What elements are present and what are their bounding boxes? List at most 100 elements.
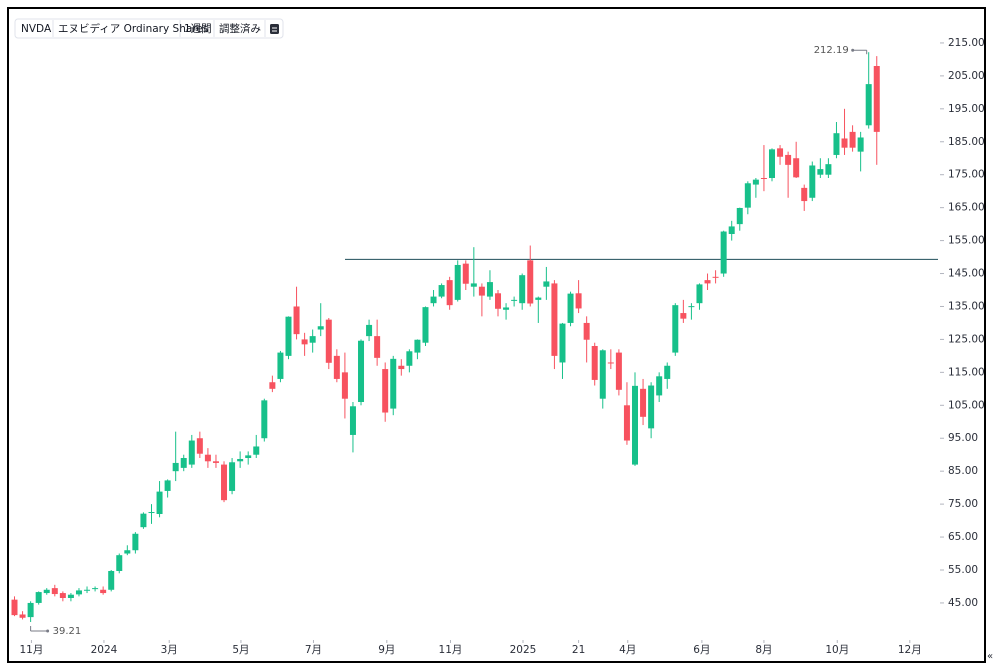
candle-body [172, 462, 179, 472]
candle-body [801, 187, 808, 202]
candle-body [446, 280, 453, 306]
frame [7, 7, 986, 663]
candle-body [19, 614, 26, 618]
candle-body [454, 264, 461, 300]
candle-body [333, 355, 340, 379]
y-tick-label: 165.00 [948, 202, 985, 214]
candle-body [841, 138, 848, 148]
candle-body [688, 306, 695, 308]
candle-body [438, 285, 445, 297]
y-tick-label: 125.00 [948, 333, 985, 345]
candle-body [253, 446, 260, 455]
candle-body [156, 491, 163, 514]
candle-body [527, 260, 534, 304]
candle-body [857, 137, 864, 152]
candle-body [301, 339, 308, 345]
x-tick-label: 3月 [161, 644, 178, 656]
interval-button[interactable]: 1週間 [184, 23, 212, 35]
candle-body [704, 280, 711, 284]
candle-body [583, 322, 590, 340]
adjustment-button[interactable]: 調整済み [219, 22, 261, 35]
candle-body [293, 306, 300, 335]
candle-body [478, 286, 485, 296]
candle-body [67, 594, 74, 598]
y-tick-label: 195.00 [948, 103, 985, 115]
candle-body [817, 169, 824, 175]
y-tick-label: 155.00 [948, 235, 985, 247]
max-pointer-dot [851, 48, 855, 52]
y-tick-label: 135.00 [948, 300, 985, 312]
x-tick-label: 12月 [898, 644, 922, 656]
header: NVDA エヌビディア Ordinary Shares 1週間 調整済み [14, 18, 284, 39]
candle-body [567, 293, 574, 323]
x-tick-label: 2025 [510, 644, 537, 656]
candle-body [341, 372, 348, 399]
min-label: 39.21 [53, 626, 82, 637]
candle-body [519, 275, 526, 304]
max-label: 212.19 [814, 45, 849, 56]
candle-body [196, 438, 203, 454]
candle-body [358, 340, 365, 402]
candle-body [237, 458, 244, 462]
candle-body [575, 293, 582, 309]
candle-body [124, 550, 131, 554]
candle-body [204, 454, 211, 462]
candle-body [640, 388, 647, 417]
y-tick-label: 55.00 [948, 564, 978, 576]
y-tick-label: 75.00 [948, 498, 978, 510]
candle-body [559, 323, 566, 363]
candle-body [269, 382, 276, 389]
candle-body [470, 283, 477, 287]
x-tick-label: 11月 [19, 644, 43, 656]
candle-body [406, 351, 413, 366]
candle-body [785, 154, 792, 165]
y-tick-label: 85.00 [948, 465, 978, 477]
candle-body [27, 602, 34, 618]
instrument-name[interactable]: エヌビディア Ordinary Shares [58, 22, 208, 35]
candle-body [349, 406, 356, 435]
candle-body [768, 149, 775, 178]
notes-icon[interactable] [270, 24, 279, 34]
candle-body [664, 365, 671, 379]
candle-body [825, 164, 832, 175]
candle-body [551, 283, 558, 356]
candle-body [648, 385, 655, 429]
candle-body [84, 589, 91, 591]
candle-body [11, 599, 18, 616]
candle-body [591, 346, 598, 380]
y-tick-label: 95.00 [948, 432, 978, 444]
candle-body [752, 179, 759, 185]
candle-body [51, 588, 58, 595]
candle-body [325, 319, 332, 363]
candle-body [430, 296, 437, 304]
candle-body [366, 324, 373, 337]
candle-body [760, 178, 767, 179]
symbol[interactable]: NVDA [21, 23, 52, 35]
y-tick-label: 45.00 [948, 597, 978, 609]
candle-body [607, 362, 614, 364]
candle-body [793, 158, 800, 178]
x-tick-label: 8月 [755, 644, 772, 656]
candle-body [712, 276, 719, 278]
candle-body [873, 66, 880, 132]
y-tick-label: 185.00 [948, 136, 985, 148]
candle-body [623, 405, 630, 441]
candle-body [543, 281, 550, 287]
min-pointer-dot [46, 629, 50, 633]
x-tick-label: 9月 [378, 644, 395, 656]
x-tick-label: 7月 [305, 644, 322, 656]
candle-body [35, 592, 42, 603]
candle-body [75, 590, 82, 595]
candle-body [116, 555, 123, 571]
candle-body [277, 352, 284, 379]
candle-body [164, 480, 171, 491]
candle-body [777, 148, 784, 157]
candle-body [374, 336, 381, 358]
candle-body [398, 365, 405, 370]
scroll-icon[interactable]: « [987, 651, 993, 662]
y-tick-label: 175.00 [948, 169, 985, 181]
candle-body [511, 299, 518, 301]
candle-body [865, 84, 872, 126]
candle-body [92, 588, 99, 590]
candle-body [309, 336, 316, 343]
